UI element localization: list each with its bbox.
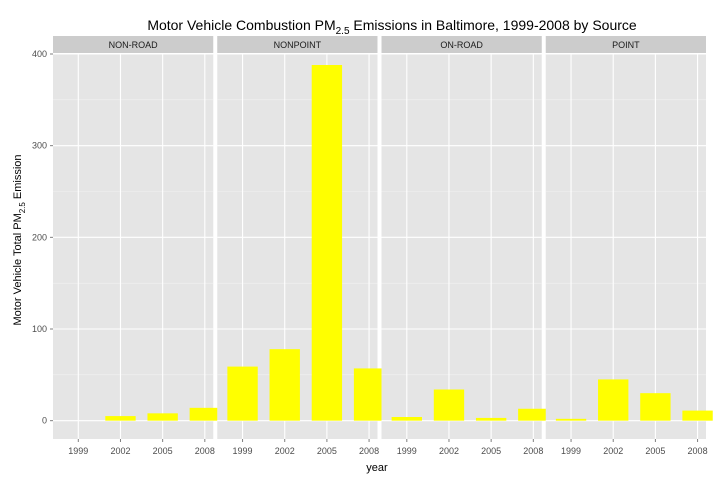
chart-title: Motor Vehicle Combustion PM2.5 Emissions…	[147, 17, 637, 37]
bar	[640, 393, 671, 421]
x-tick-label: 2008	[688, 446, 708, 456]
bar	[147, 413, 178, 421]
y-axis-title: Motor Vehicle Total PM2.5 Emission	[12, 154, 27, 325]
y-tick-label: 400	[32, 49, 47, 59]
bar	[555, 418, 587, 421]
bar	[391, 417, 422, 421]
facet-panels: NON-ROAD 1999 2002 2005 2008 NONPOINT 1999 2002…	[53, 36, 713, 456]
bar	[311, 65, 343, 421]
x-tick-label: 2002	[110, 446, 130, 456]
y-axis: 0 100 200 300 400	[32, 49, 53, 426]
facet-strip	[53, 36, 214, 53]
x-tick-label: 2002	[439, 446, 459, 456]
y-tick-label: 300	[32, 141, 47, 151]
bar	[682, 410, 713, 421]
facet-strip	[381, 36, 542, 53]
x-tick-label: 2008	[195, 446, 215, 456]
bar	[189, 407, 220, 421]
x-tick-label: 2008	[523, 446, 543, 456]
facet-strip-label: ON-ROAD	[440, 40, 483, 50]
facet-panel: POINT 1999 2002 2005 2008	[545, 36, 713, 456]
panel-background	[53, 54, 214, 439]
facet-strip-label: POINT	[612, 40, 640, 50]
bar	[227, 366, 258, 421]
x-tick-label: 1999	[68, 446, 88, 456]
panel-background	[381, 54, 542, 439]
facet-strip	[217, 36, 378, 53]
x-tick-label: 2005	[317, 446, 337, 456]
bar	[105, 416, 136, 421]
y-tick-label: 0	[42, 416, 47, 426]
facet-strip-label: NONPOINT	[274, 40, 322, 50]
bar	[353, 368, 385, 421]
x-tick-label: 2002	[275, 446, 295, 456]
facet-panel: NON-ROAD 1999 2002 2005 2008	[53, 36, 220, 456]
facet-strip	[545, 36, 706, 53]
bar	[518, 408, 549, 421]
x-tick-label: 2005	[645, 446, 665, 456]
bar	[475, 417, 507, 421]
x-tick-label: 1999	[233, 446, 253, 456]
bar	[433, 389, 465, 421]
x-tick-label: 2008	[359, 446, 379, 456]
x-tick-label: 1999	[561, 446, 581, 456]
facet-strip-label: NON-ROAD	[109, 40, 158, 50]
bar	[269, 349, 300, 421]
y-tick-label: 200	[32, 232, 47, 242]
y-tick-label: 100	[32, 324, 47, 334]
bar	[598, 379, 629, 421]
x-axis-title: year	[366, 462, 388, 474]
x-tick-label: 2005	[153, 446, 173, 456]
facet-panel: NONPOINT 1999 2002 2005 2008	[217, 36, 385, 456]
x-tick-label: 2002	[603, 446, 623, 456]
facet-panel: ON-ROAD 1999 2002 2005 2008	[381, 36, 549, 456]
x-tick-label: 2005	[481, 446, 501, 456]
x-tick-label: 1999	[397, 446, 417, 456]
